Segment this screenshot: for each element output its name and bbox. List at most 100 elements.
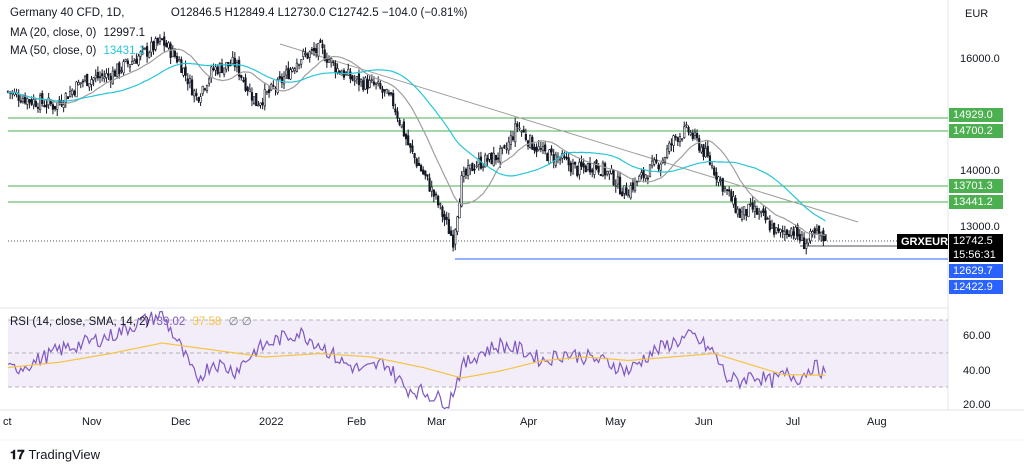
candle: [454, 229, 457, 245]
candle: [443, 214, 446, 221]
candle: [150, 41, 153, 53]
candle: [559, 158, 562, 161]
candle: [64, 93, 67, 103]
candle: [240, 75, 243, 78]
candle: [672, 135, 675, 146]
candle: [612, 170, 615, 186]
candle: [496, 157, 500, 160]
tradingview-logo[interactable]: 𝟏𝟕 TradingView: [10, 447, 100, 463]
candle: [471, 162, 474, 172]
candle: [422, 169, 425, 175]
candle: [781, 230, 784, 232]
candle: [118, 62, 121, 75]
candle: [623, 185, 626, 194]
candle: [220, 63, 224, 74]
candle: [389, 92, 393, 95]
candle: [223, 67, 226, 75]
candle: [501, 146, 504, 149]
candle: [779, 229, 782, 233]
candle: [657, 164, 660, 170]
candle: [300, 59, 303, 65]
price-tag-12422: 12422.9: [949, 280, 1003, 294]
candle: [663, 157, 667, 163]
candle: [447, 219, 450, 234]
ma20-label: MA (20, close, 0): [10, 27, 97, 39]
candle: [499, 148, 502, 163]
candle: [302, 51, 305, 57]
time-label: Jul: [786, 416, 800, 428]
candle: [805, 243, 808, 249]
candle: [355, 76, 358, 80]
trendline[interactable]: [279, 43, 859, 223]
candle: [407, 135, 410, 146]
candle: [614, 185, 617, 187]
candle: [107, 73, 110, 76]
candle: [676, 137, 679, 142]
candle: [494, 154, 498, 161]
candle: [601, 162, 605, 176]
candle: [618, 176, 622, 194]
candle: [272, 85, 275, 88]
candle: [576, 165, 579, 176]
candle: [695, 133, 699, 139]
candle: [304, 53, 307, 55]
candle: [359, 79, 363, 83]
candle: [381, 88, 384, 93]
branding-text: TradingView: [28, 447, 101, 462]
candle: [764, 210, 767, 221]
rsi-legend[interactable]: RSI (14, close, SMA, 14, 2) 39.02 37.58 …: [10, 314, 252, 328]
candle: [120, 70, 123, 72]
candle: [813, 228, 816, 234]
price-pane[interactable]: [0, 0, 948, 296]
candle: [214, 66, 217, 71]
candle: [721, 178, 724, 192]
candle: [481, 166, 485, 169]
ohlc-legend[interactable]: Germany 40 CFD, 1D, O12846.5 H12849.4 L1…: [10, 7, 468, 19]
candle: [398, 119, 401, 125]
candle: [327, 59, 331, 63]
candle: [809, 231, 812, 242]
candle: [591, 169, 594, 173]
candle: [466, 165, 470, 176]
time-label: 2022: [259, 416, 283, 428]
candle: [766, 218, 769, 220]
candle: [45, 104, 48, 108]
candle: [116, 63, 119, 77]
candle: [86, 73, 89, 86]
candle: [700, 146, 703, 153]
candle: [310, 49, 313, 51]
rsi-sma-value: 37.58: [192, 316, 222, 328]
price-tag-12629: 12629.7: [949, 264, 1003, 278]
ma50-value: 13431.1: [103, 45, 146, 57]
rsi-line: [7, 310, 827, 410]
ma20-legend[interactable]: MA (20, close, 0) 12997.1: [10, 27, 145, 39]
candle: [629, 185, 632, 199]
ma20-line: [7, 48, 826, 237]
candle: [582, 163, 585, 168]
price-tick: 13000.0: [960, 221, 1000, 233]
last-price-tag: 12742.5: [949, 234, 1003, 248]
candle: [394, 108, 397, 113]
candle: [417, 162, 420, 166]
candle: [392, 93, 395, 107]
candle: [148, 52, 151, 58]
candle: [507, 141, 510, 151]
candle: [646, 177, 649, 180]
candle: [584, 165, 587, 173]
candle: [312, 47, 316, 52]
candle: [773, 222, 776, 235]
candle: [171, 48, 174, 58]
candle: [802, 237, 806, 250]
candle: [79, 82, 82, 84]
candle: [103, 76, 106, 80]
candle: [565, 156, 568, 159]
candle: [785, 229, 789, 235]
candle: [698, 138, 701, 151]
time-label: Feb: [347, 416, 366, 428]
time-label: May: [605, 416, 626, 428]
ma50-legend[interactable]: MA (50, close, 0) 13431.1: [10, 45, 145, 57]
ohlc-values: O12846.5 H12849.4 L12730.0 C12742.5 −104…: [170, 7, 468, 19]
candle: [633, 179, 637, 192]
candle: [486, 158, 489, 162]
